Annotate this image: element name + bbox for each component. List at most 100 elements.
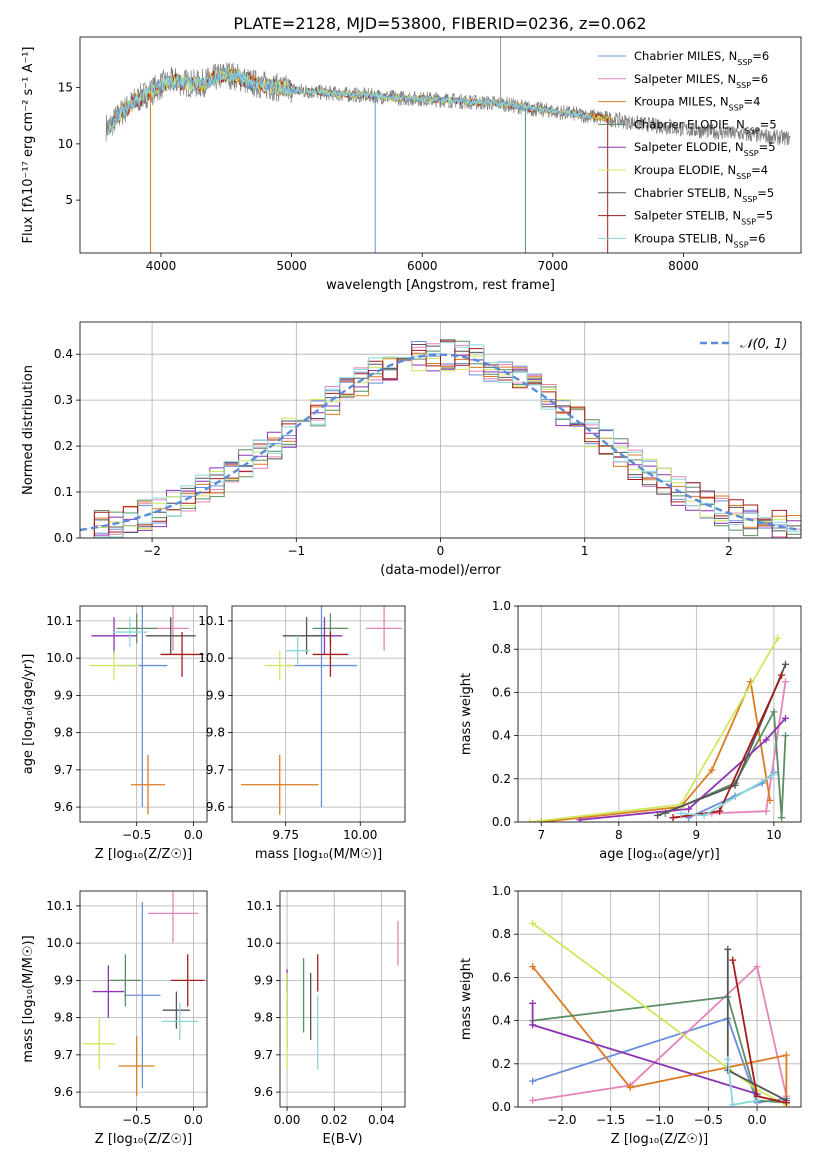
mass-weight-marker bbox=[724, 945, 732, 953]
x-tick-label: 7 bbox=[537, 828, 545, 842]
mass-weight-marker bbox=[781, 660, 789, 668]
legend-entry-label: Salpeter MILES, NSSP=6 bbox=[634, 72, 768, 90]
residuals-panel: −2 −1 0 1 2 0.0 0.1 0.2 0.3 0.4 (data-model)/error… bbox=[21, 321, 802, 578]
mass-vs-Z-plot-area bbox=[83, 891, 205, 1096]
y-tick-label: 9.7 bbox=[254, 1048, 273, 1062]
y-tick-label: 0.0 bbox=[492, 1100, 511, 1114]
legend-entry-label: Kroupa MILES, NSSP=4 bbox=[634, 95, 760, 113]
x-tick-label: 10.00 bbox=[343, 828, 377, 842]
x-axis-label: Z [log₁₀(Z/Z☉)] bbox=[95, 847, 192, 862]
mass-weight-vs-age-plot-area bbox=[526, 634, 789, 822]
mass-weight-line bbox=[531, 966, 788, 1103]
figure-title: PLATE=2128, MJD=53800, FIBERID=0236, z=0… bbox=[233, 14, 646, 33]
mass-weight-marker bbox=[716, 807, 724, 815]
mass-weight-marker bbox=[708, 766, 716, 774]
mass-weight-marker bbox=[529, 963, 537, 971]
y-tick-label: 10.1 bbox=[246, 899, 273, 913]
mass-weight-marker bbox=[729, 1101, 737, 1107]
mass-weight-line bbox=[579, 717, 787, 821]
legend-entry-label: Chabrier ELODIE, NSSP=5 bbox=[634, 117, 777, 135]
mass-weight-marker bbox=[626, 1084, 634, 1092]
age-vs-Z-panel: −0.5 0.0 9.6 9.7 9.8 9.9 10.0 10.1 Z [log₁₀(Z/Z☉… bbox=[21, 605, 208, 862]
y-tick-label: 0.3 bbox=[54, 393, 73, 407]
axes-frame bbox=[517, 605, 802, 823]
mass-weight-vs-Z-plot-area bbox=[529, 919, 790, 1107]
x-axis-label: wavelength [Angstrom, rest frame] bbox=[326, 278, 555, 293]
legend-entry-label: Salpeter STELIB, NSSP=5 bbox=[634, 209, 773, 227]
mass-weight-marker bbox=[778, 814, 786, 822]
mass-weight-marker bbox=[782, 1099, 790, 1107]
legend-entry-label: Kroupa ELODIE, NSSP=4 bbox=[634, 163, 768, 181]
x-axis-label: E(B-V) bbox=[322, 1132, 362, 1147]
y-tick-label: 0.8 bbox=[492, 642, 511, 656]
y-tick-label: 10 bbox=[58, 137, 73, 151]
y-tick-label: 1.0 bbox=[492, 599, 511, 613]
y-tick-label: 9.8 bbox=[54, 726, 73, 740]
x-tick-label: 8000 bbox=[668, 259, 699, 273]
y-tick-label: 0.0 bbox=[492, 815, 511, 829]
mass-weight-marker bbox=[529, 1021, 537, 1029]
x-tick-label: 0.0 bbox=[748, 1113, 767, 1127]
y-tick-label: 0.4 bbox=[54, 347, 73, 361]
model-fit-line bbox=[108, 68, 592, 135]
x-tick-label: 9.75 bbox=[272, 828, 299, 842]
legend-entry-label: 𝒩(0, 1) bbox=[740, 337, 787, 352]
residual-histogram bbox=[80, 342, 801, 538]
mass-weight-marker bbox=[753, 1097, 761, 1105]
age-vs-mass-panel: 9.75 10.00 9.6 9.7 9.8 9.9 10.0 10.1 mass [log₁₀… bbox=[198, 605, 406, 862]
x-tick-label: 0 bbox=[437, 544, 445, 558]
y-tick-label: 10.1 bbox=[46, 899, 73, 913]
mass-weight-vs-age-panel: 7 8 9 10 0.0 0.2 0.4 0.6 0.8 1.0 age [log₁₀(age/yr… bbox=[459, 599, 802, 862]
y-axis-label: age [log₁₀(age/yr)] bbox=[21, 654, 36, 775]
y-tick-label: 0.4 bbox=[492, 1014, 511, 1028]
mass-weight-marker bbox=[770, 708, 778, 716]
y-tick-label: 0.6 bbox=[492, 685, 511, 699]
y-tick-label: 9.9 bbox=[254, 973, 273, 987]
y-tick-label: 9.6 bbox=[54, 800, 73, 814]
mass-weight-marker bbox=[781, 732, 789, 740]
y-tick-label: 5 bbox=[65, 193, 73, 207]
mass-vs-Z-panel: −0.5 0.0 9.6 9.7 9.8 9.9 10.0 10.1 Z [log₁₀(Z/Z☉… bbox=[21, 890, 208, 1147]
axes-frame bbox=[79, 605, 208, 823]
mass-weight-marker bbox=[778, 671, 786, 679]
legend-entry-label: Chabrier MILES, NSSP=6 bbox=[634, 49, 769, 67]
y-tick-label: 9.6 bbox=[54, 1085, 73, 1099]
mass-weight-marker bbox=[529, 919, 537, 927]
y-tick-label: 0.6 bbox=[492, 970, 511, 984]
x-tick-label: 4000 bbox=[146, 259, 177, 273]
x-tick-label: 0.0 bbox=[184, 1113, 203, 1127]
legend-entry-label: Salpeter ELODIE, NSSP=5 bbox=[634, 140, 776, 158]
mass-weight-vs-Z-panel: −2.0 −1.5 −1.0 −0.5 0.0 0.0 0.2 0.4 0.6 0.8 1.0 Z [… bbox=[459, 884, 802, 1147]
x-tick-label: 1 bbox=[581, 544, 589, 558]
mass-weight-marker bbox=[724, 1055, 732, 1063]
mass-weight-marker bbox=[731, 781, 739, 789]
x-tick-label: 7000 bbox=[538, 259, 569, 273]
x-tick-label: −0.5 bbox=[122, 828, 151, 842]
mass-weight-marker bbox=[526, 818, 534, 822]
y-tick-label: 10.0 bbox=[198, 651, 225, 665]
mass-weight-marker bbox=[700, 812, 708, 820]
x-axis-label: age [log₁₀(age/yr)] bbox=[599, 847, 720, 862]
x-tick-label: −1.5 bbox=[596, 1113, 625, 1127]
x-tick-label: 9 bbox=[693, 828, 701, 842]
y-tick-label: 9.6 bbox=[206, 800, 225, 814]
y-tick-label: 0.0 bbox=[54, 531, 73, 545]
y-tick-label: 9.7 bbox=[54, 1048, 73, 1062]
y-tick-label: 10.0 bbox=[46, 651, 73, 665]
mass-weight-marker bbox=[762, 807, 770, 815]
axes-frame bbox=[79, 321, 802, 539]
x-tick-label: 8 bbox=[615, 828, 623, 842]
mass-weight-marker bbox=[537, 818, 545, 822]
y-tick-label: 0.2 bbox=[492, 772, 511, 786]
x-tick-label: 0.00 bbox=[274, 1113, 301, 1127]
y-tick-label: 0.2 bbox=[54, 439, 73, 453]
y-tick-label: 10.1 bbox=[46, 614, 73, 628]
mass-weight-marker bbox=[669, 814, 677, 822]
y-axis-label: Normed distribution bbox=[21, 365, 36, 495]
y-tick-label: 10.1 bbox=[198, 614, 225, 628]
x-tick-label: 0.04 bbox=[368, 1113, 395, 1127]
mass-weight-marker bbox=[774, 634, 782, 642]
y-tick-label: 10.0 bbox=[246, 936, 273, 950]
mass-weight-marker bbox=[529, 1077, 537, 1085]
